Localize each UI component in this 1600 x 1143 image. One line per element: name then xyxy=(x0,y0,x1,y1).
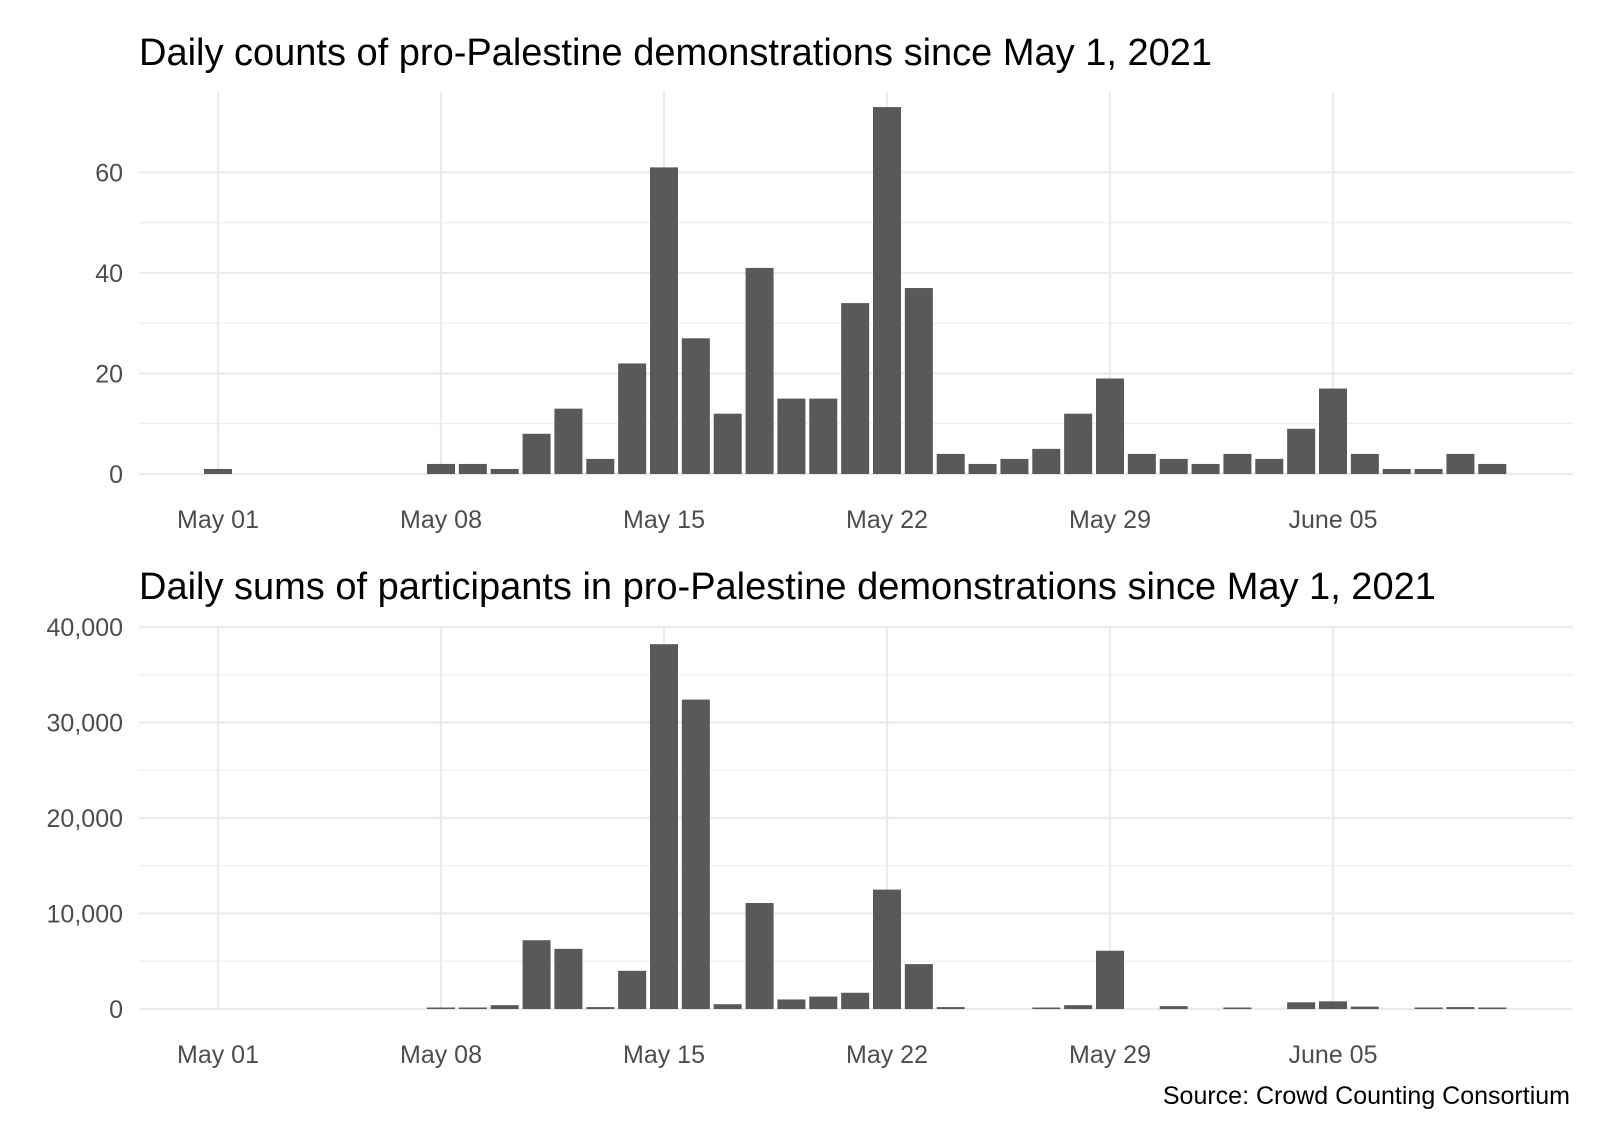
participants-bar xyxy=(681,699,710,1009)
participants-bar xyxy=(745,902,774,1009)
participants-bar xyxy=(841,992,870,1009)
participants-x-tick-label: May 01 xyxy=(177,1041,259,1069)
counts-x-tick-label: May 22 xyxy=(846,506,928,534)
participants-bar xyxy=(1350,1006,1379,1009)
counts-chart-title: Daily counts of pro-Palestine demonstrat… xyxy=(139,32,1212,74)
participants-bar xyxy=(1032,1007,1061,1009)
participants-bar xyxy=(1096,950,1124,1009)
participants-bar xyxy=(936,1007,965,1009)
counts-y-tick-label: 0 xyxy=(109,461,123,489)
participants-bar xyxy=(1287,1002,1316,1009)
counts-bar xyxy=(873,107,901,474)
counts-bar xyxy=(1382,468,1411,474)
counts-bar xyxy=(1223,453,1252,474)
counts-x-tick-label: June 05 xyxy=(1289,506,1378,534)
participants-y-tick-label: 30,000 xyxy=(47,710,123,738)
counts-bars xyxy=(204,107,1507,475)
participants-bar xyxy=(586,1007,615,1009)
counts-bar xyxy=(522,433,551,474)
participants-chart-title: Daily sums of participants in pro-Palest… xyxy=(139,566,1436,608)
participants-bar xyxy=(554,948,583,1009)
participants-bar xyxy=(1159,1006,1188,1009)
participants-x-tick-label: May 08 xyxy=(400,1041,482,1069)
counts-y-tick-label: 20 xyxy=(95,360,123,388)
participants-x-tick-label: June 05 xyxy=(1289,1041,1378,1069)
participants-bar xyxy=(1478,1007,1507,1009)
counts-y-axis-labels: 0 20 40 60 xyxy=(95,159,123,489)
participants-bar xyxy=(490,1005,519,1009)
participants-bar xyxy=(1414,1007,1443,1009)
counts-x-tick-label: May 29 xyxy=(1069,506,1151,534)
counts-x-tick-label: May 15 xyxy=(623,506,705,534)
counts-bar xyxy=(1255,458,1284,474)
counts-bar xyxy=(1319,388,1347,474)
counts-x-axis-labels: May 01 May 08 May 15 May 22 May 29 June 05 xyxy=(177,506,1377,534)
participants-x-tick-label: May 29 xyxy=(1069,1041,1151,1069)
counts-panel: Daily counts of pro-Palestine demonstrat… xyxy=(95,32,1573,534)
counts-bar xyxy=(1191,463,1220,474)
participants-bar xyxy=(904,964,933,1009)
counts-bar xyxy=(458,463,487,474)
participants-bar xyxy=(427,1007,455,1009)
participants-bar xyxy=(458,1007,487,1009)
participants-bar xyxy=(522,940,551,1009)
participants-y-tick-label: 10,000 xyxy=(47,901,123,929)
counts-bar xyxy=(1032,448,1061,474)
counts-bar xyxy=(936,453,965,474)
counts-bar xyxy=(586,458,615,474)
participants-y-tick-label: 20,000 xyxy=(47,805,123,833)
participants-bars xyxy=(427,644,1507,1009)
counts-bar xyxy=(1096,378,1124,474)
participants-bar xyxy=(1064,1005,1093,1009)
counts-y-tick-label: 60 xyxy=(95,159,123,187)
participants-bar xyxy=(650,644,678,1009)
counts-bar xyxy=(618,363,647,474)
counts-bar xyxy=(681,338,710,474)
participants-panel: Daily sums of participants in pro-Palest… xyxy=(47,566,1573,1069)
participants-bar xyxy=(713,1004,742,1009)
participants-x-tick-label: May 15 xyxy=(623,1041,705,1069)
participants-y-axis-labels: 0 10,000 20,000 30,000 40,000 xyxy=(47,614,123,1024)
participants-y-tick-label: 40,000 xyxy=(47,614,123,642)
counts-bar xyxy=(650,167,678,475)
counts-bar xyxy=(204,468,232,474)
counts-bar xyxy=(1414,468,1443,474)
counts-y-tick-label: 40 xyxy=(95,260,123,288)
counts-bar xyxy=(1064,413,1093,474)
participants-bar xyxy=(809,996,838,1009)
source-caption: Source: Crowd Counting Consortium xyxy=(1163,1082,1570,1110)
counts-bar xyxy=(1446,453,1475,474)
participants-bar xyxy=(873,889,901,1009)
participants-bar xyxy=(1223,1007,1252,1009)
counts-x-tick-label: May 01 xyxy=(177,506,259,534)
counts-bar xyxy=(1159,458,1188,474)
participants-bar xyxy=(777,999,806,1009)
counts-bar xyxy=(809,398,838,474)
counts-bar xyxy=(713,413,742,474)
counts-bar xyxy=(427,463,455,474)
counts-bar xyxy=(745,267,774,474)
counts-bar xyxy=(841,303,870,474)
counts-bar xyxy=(554,408,583,474)
counts-bar xyxy=(490,468,519,474)
counts-bar xyxy=(1287,428,1316,474)
counts-x-tick-label: May 08 xyxy=(400,506,482,534)
counts-bar xyxy=(1478,463,1507,474)
participants-bar xyxy=(1319,1001,1347,1009)
counts-bar xyxy=(1127,453,1156,474)
participants-x-axis-labels: May 01 May 08 May 15 May 22 May 29 June 05 xyxy=(177,1041,1377,1069)
participants-y-tick-label: 0 xyxy=(109,996,123,1024)
counts-bar xyxy=(904,288,933,474)
counts-bar xyxy=(1350,453,1379,474)
participants-bar xyxy=(1446,1007,1475,1009)
participants-x-tick-label: May 22 xyxy=(846,1041,928,1069)
counts-bar xyxy=(968,463,997,474)
participants-bar xyxy=(618,970,647,1009)
counts-bar xyxy=(1000,458,1029,474)
counts-bar xyxy=(777,398,806,474)
